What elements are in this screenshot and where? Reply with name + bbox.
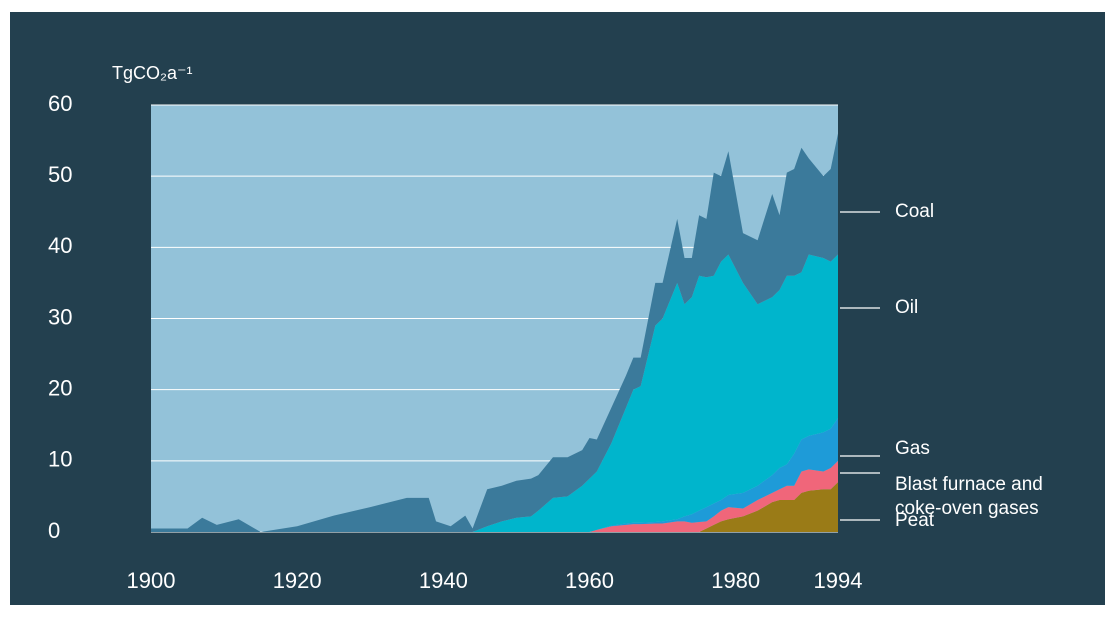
y-tick-label: 60 [48, 91, 72, 116]
x-tick-label: 1940 [419, 568, 468, 593]
legend-label: Oil [895, 297, 919, 318]
area [151, 254, 838, 532]
legend-label: Peat [895, 510, 935, 531]
y-tick-label: 10 [48, 447, 72, 472]
y-tick-label: 0 [48, 518, 60, 543]
x-tick-label: 1994 [814, 568, 863, 593]
x-tick-label: 1920 [273, 568, 322, 593]
y-tick-label: 40 [48, 233, 72, 258]
y-tick-label: 20 [48, 375, 72, 400]
x-tick-label: 1960 [565, 568, 614, 593]
legend-label: Coal [895, 201, 935, 222]
y-axis-label: TgCO₂a⁻¹ [112, 63, 193, 83]
area [151, 482, 838, 532]
x-tick-label: 1980 [711, 568, 760, 593]
y-tick-label: 50 [48, 162, 72, 187]
legend-label: Blast furnace and coke-oven gases [895, 474, 1043, 519]
y-tick-label: 30 [48, 304, 72, 329]
x-tick-label: 1900 [127, 568, 176, 593]
legend-label: Gas [895, 438, 930, 459]
